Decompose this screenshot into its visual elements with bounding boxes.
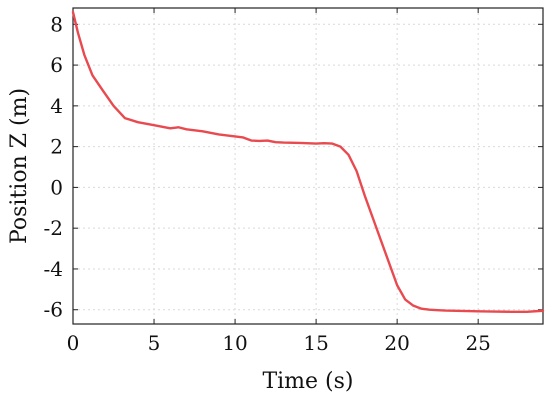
plot-frame: [72, 7, 544, 325]
x-tick-label: 20: [384, 331, 409, 355]
x-axis-label: Time (s): [262, 369, 353, 394]
y-tick-label: 6: [50, 53, 63, 77]
y-tick-label: -4: [44, 257, 63, 281]
x-tick-label: 0: [67, 331, 80, 355]
x-tick-label: 10: [222, 331, 247, 355]
x-tick-label: 5: [148, 331, 161, 355]
grid: [73, 8, 543, 324]
x-tick-label: 15: [303, 331, 328, 355]
series-line-0: [71, 10, 545, 313]
y-tick-label: -6: [44, 298, 63, 322]
y-tick-label: 0: [50, 175, 63, 199]
y-tick-label: 8: [50, 12, 63, 36]
y-axis-label: Position Z (m): [7, 88, 32, 244]
y-tick-label: 2: [50, 135, 63, 159]
x-tick-label: 25: [465, 331, 490, 355]
ticks: 0 5 10 15 20 25 -6 -4 -2 0 2 4 6 8: [44, 8, 543, 355]
y-tick-label: -2: [44, 216, 63, 240]
y-tick-label: 4: [50, 94, 63, 118]
series-layer: [71, 10, 545, 313]
